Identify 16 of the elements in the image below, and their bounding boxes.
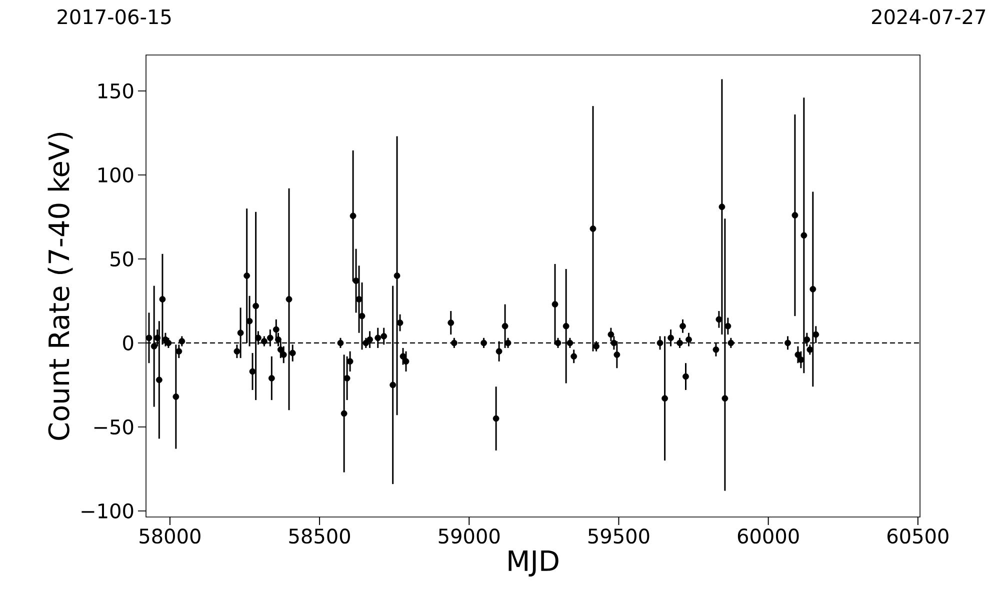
y-tick-label: 0 [123,335,134,350]
y-tick-label: −50 [94,419,134,434]
x-axis-title: MJD [508,550,558,576]
text: 2017-06-15 [58,9,171,24]
x-tick-label: 60000 [738,528,799,544]
x-tick-label: 60500 [887,528,948,544]
y-axis-title: Count Rate (7-40 keV) [48,132,73,440]
x-tick-label: 58000 [140,528,200,544]
x-tick-label: 58500 [289,528,350,544]
text: 2024-07-27 [872,9,986,24]
y-tick-label: 50 [110,251,134,266]
y-tick-label: 100 [98,167,134,182]
x-tick-label: 59000 [438,528,500,544]
x-tick-label: 59500 [588,528,650,544]
y-tick-label: −100 [82,503,134,518]
y-tick-label: 150 [98,83,134,98]
